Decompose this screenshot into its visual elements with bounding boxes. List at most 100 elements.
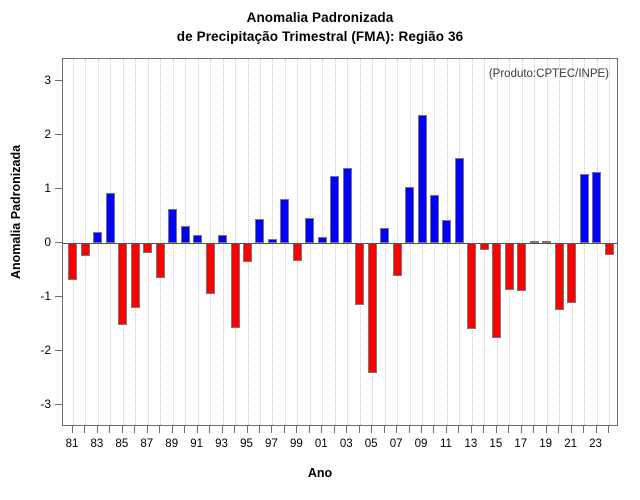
grid-line (521, 59, 523, 425)
grid-line (297, 59, 299, 425)
x-tick (321, 426, 323, 433)
x-tick (246, 426, 248, 433)
bar-12 (454, 158, 464, 243)
bar-96 (255, 219, 265, 243)
x-tick (421, 426, 423, 433)
bar-83 (93, 232, 103, 243)
bar-19 (542, 241, 552, 244)
x-tick (134, 426, 136, 433)
bar-18 (529, 240, 539, 243)
bar-02 (330, 176, 340, 243)
bar-23 (592, 172, 602, 243)
grid-line (372, 59, 374, 425)
bar-88 (155, 243, 165, 279)
x-tick-label: 95 (240, 438, 253, 450)
y-tick (55, 187, 62, 189)
x-tick-label: 11 (439, 438, 452, 450)
grid-line (160, 59, 162, 425)
x-tick-label: 01 (314, 438, 328, 450)
x-tick-label: 07 (389, 438, 403, 450)
grid-line (609, 59, 611, 425)
x-tick (109, 426, 111, 433)
x-tick (583, 426, 585, 433)
bar-16 (504, 243, 514, 290)
bar-89 (168, 209, 178, 243)
y-tick-label: 0 (44, 235, 51, 249)
bar-11 (442, 220, 452, 243)
bar-85 (118, 243, 128, 326)
x-tick-label: 15 (489, 438, 503, 450)
grid-line (85, 59, 87, 425)
x-tick-label: 91 (190, 438, 204, 450)
chart-title: Anomalia Padronizada de Precipitação Tri… (0, 8, 640, 46)
x-tick-label: 97 (265, 438, 278, 450)
bar-00 (305, 217, 315, 243)
bar-15 (492, 243, 502, 338)
bar-07 (392, 243, 402, 276)
y-tick-label: -2 (40, 343, 51, 358)
grid-line (496, 59, 498, 425)
bar-91 (193, 235, 203, 243)
bar-22 (579, 173, 589, 243)
x-tick (159, 426, 161, 433)
bar-09 (417, 114, 427, 243)
x-tick (383, 426, 385, 433)
grid-line (509, 59, 511, 425)
x-tick (333, 426, 335, 433)
y-tick (55, 404, 62, 406)
bar-90 (180, 225, 190, 243)
grid-line (210, 59, 212, 425)
bar-86 (130, 243, 140, 309)
x-tick (296, 426, 298, 433)
x-tick (209, 426, 211, 433)
x-tick-label: 87 (140, 438, 154, 450)
x-tick-label: 89 (165, 438, 179, 450)
x-tick-label: 05 (364, 438, 378, 450)
grid-line (559, 59, 561, 425)
bar-13 (467, 243, 477, 329)
x-tick (495, 426, 497, 433)
y-tick-label: 1 (44, 180, 51, 195)
product-credit: (Produto:CPTEC/INPE) (488, 68, 609, 80)
bar-99 (292, 243, 302, 261)
grid-line (235, 59, 237, 425)
grid-line (247, 59, 249, 425)
grid-line (484, 59, 486, 425)
x-tick-label: 93 (215, 438, 228, 450)
bar-20 (554, 243, 564, 310)
x-tick (458, 426, 460, 433)
plot-area: (Produto:CPTEC/INPE) (62, 58, 618, 426)
x-tick-label: 21 (564, 438, 578, 450)
grid-line (397, 59, 399, 425)
y-tick (55, 79, 62, 81)
grid-line (72, 59, 74, 425)
chart-title-line-2: de Precipitação Trimestral (FMA): Região… (176, 29, 464, 44)
bar-81 (68, 243, 78, 281)
bar-97 (267, 239, 277, 243)
bar-95 (243, 243, 252, 263)
x-tick (308, 426, 310, 433)
bar-93 (218, 234, 228, 243)
grid-line (135, 59, 137, 425)
x-tick (171, 426, 173, 433)
x-tick (533, 426, 535, 433)
bar-84 (105, 192, 115, 243)
x-tick (483, 426, 485, 433)
y-tick (55, 350, 62, 352)
bar-05 (367, 243, 377, 373)
x-tick-label: 81 (65, 438, 79, 450)
bar-94 (230, 243, 240, 328)
x-tick (358, 426, 360, 433)
bar-14 (479, 243, 489, 251)
x-tick (470, 426, 472, 433)
x-tick (96, 426, 98, 433)
x-tick (508, 426, 510, 433)
x-tick (346, 426, 348, 433)
x-tick-label: 17 (514, 438, 528, 450)
chart-title-line-1: Anomalia Padronizada (246, 10, 394, 25)
x-tick (396, 426, 398, 433)
bar-98 (280, 198, 290, 243)
bar-03 (342, 167, 352, 243)
grid-line (471, 59, 473, 425)
